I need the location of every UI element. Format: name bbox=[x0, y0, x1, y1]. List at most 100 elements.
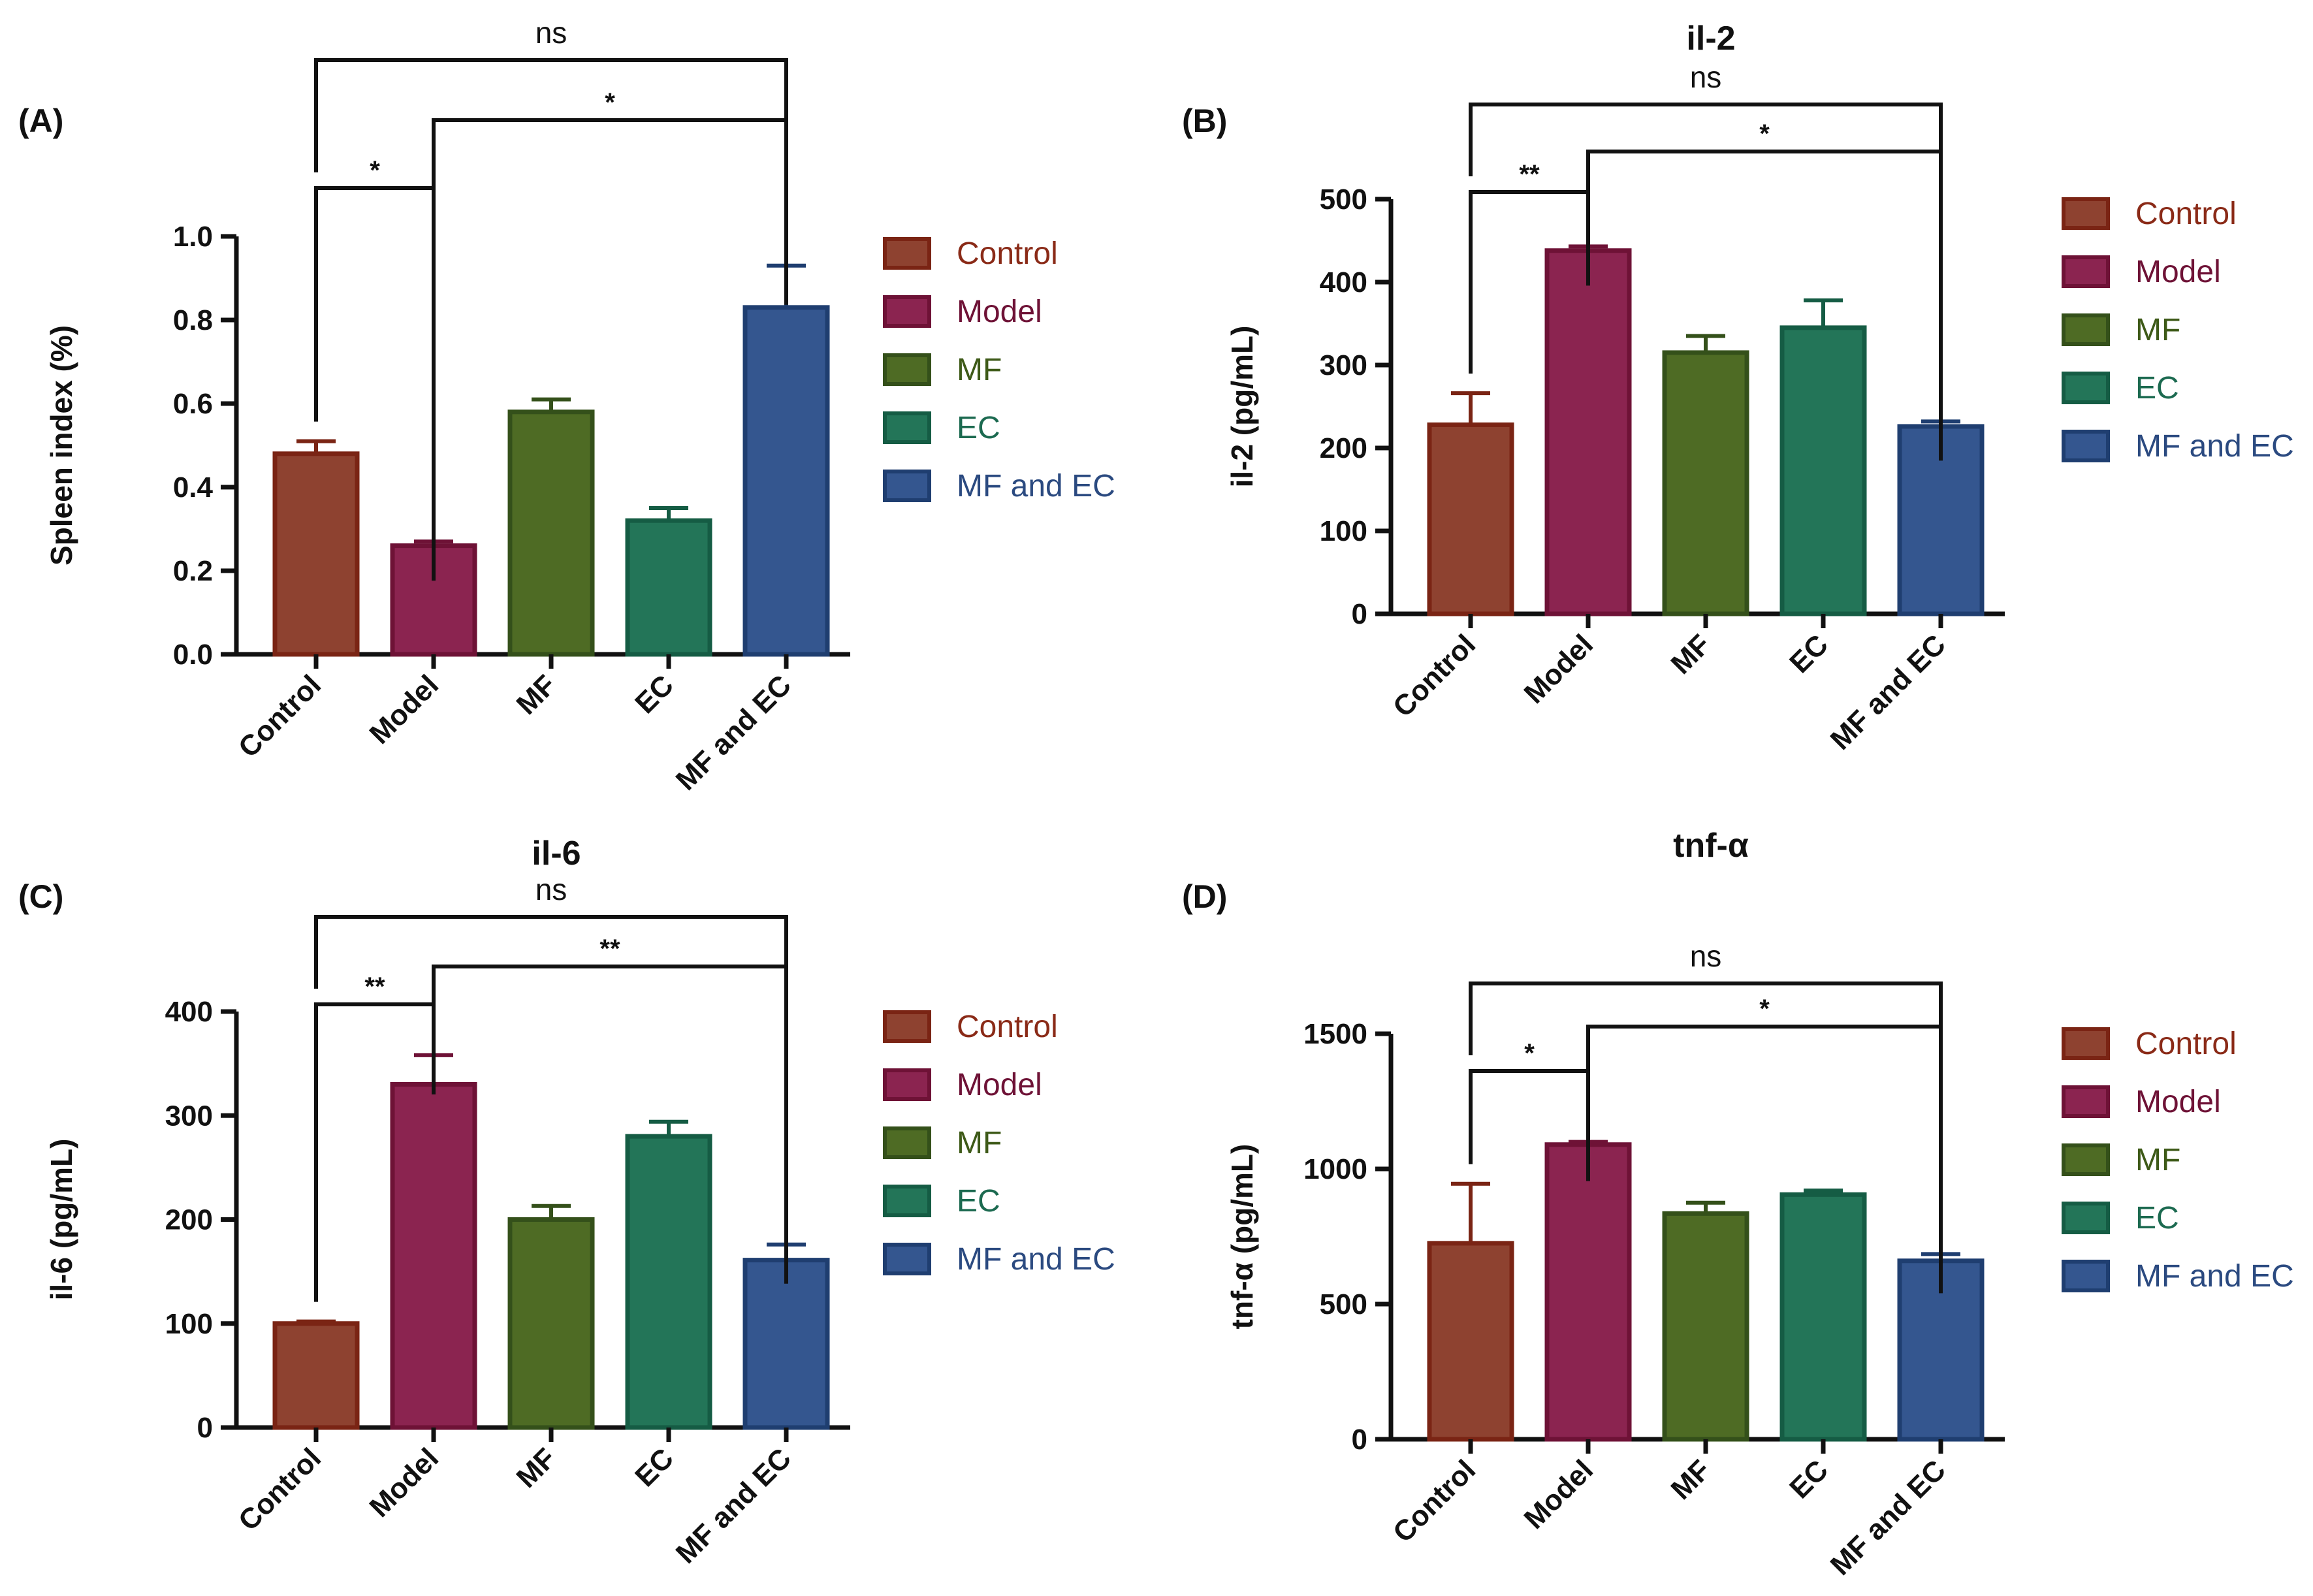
legend-item-control: Control bbox=[883, 236, 1058, 271]
significance-bracket-control-vs-model: * bbox=[1469, 1039, 1590, 1181]
y-axis-label: il-6 (pg/mL) bbox=[44, 1139, 78, 1301]
legend-item-mf-and-ec: MF and EC bbox=[883, 1242, 1115, 1277]
bracket-line bbox=[314, 1002, 436, 1302]
significance-bracket-model-vs-mf-and-ec: * bbox=[432, 88, 788, 305]
legend-item-mf-and-ec: MF and EC bbox=[2062, 1259, 2294, 1294]
bracket-line bbox=[1469, 103, 1943, 176]
legend-item-mf: MF bbox=[883, 1126, 1002, 1160]
significance-label: * bbox=[1759, 995, 1770, 1023]
legend-swatch-control bbox=[883, 237, 931, 270]
legend-label-mf-and-ec: MF and EC bbox=[2135, 1259, 2294, 1294]
significance-label: ** bbox=[1519, 160, 1540, 189]
y-tick-label: 0.6 bbox=[173, 388, 213, 420]
legend-swatch-mf bbox=[2062, 1143, 2110, 1176]
bracket-line bbox=[314, 58, 788, 172]
significance-label: * bbox=[1759, 120, 1770, 148]
bar-model bbox=[1544, 1142, 1632, 1442]
y-tick-label: 0.8 bbox=[173, 304, 213, 336]
bar-model bbox=[1544, 248, 1632, 616]
significance-bracket-control-vs-mf-and-ec: ns bbox=[314, 16, 788, 172]
significance-label: ** bbox=[599, 934, 620, 963]
legend-item-ec: EC bbox=[2062, 371, 2179, 406]
legend-label-mf-and-ec: MF and EC bbox=[957, 469, 1115, 503]
legend: Control Model MF EC MF and EC bbox=[2062, 1027, 2294, 1294]
legend-label-ec: EC bbox=[2135, 371, 2179, 406]
legend-swatch-mf-and-ec bbox=[883, 1243, 931, 1275]
bar-control bbox=[1427, 422, 1514, 616]
chart-title: il-6 bbox=[532, 835, 581, 872]
legend-label-control: Control bbox=[2135, 197, 2237, 231]
bar-ec bbox=[625, 1134, 712, 1430]
chart-title: tnf-α bbox=[1673, 827, 1749, 865]
significance-label: ns bbox=[1690, 939, 1722, 973]
legend-swatch-mf bbox=[2062, 313, 2110, 346]
panel-label: (A) bbox=[18, 103, 63, 139]
y-tick-label: 0 bbox=[197, 1412, 213, 1444]
bracket-line bbox=[432, 118, 788, 305]
legend-item-ec: EC bbox=[883, 411, 1000, 445]
y-tick-label: 0 bbox=[1352, 1424, 1367, 1456]
legend-item-control: Control bbox=[2062, 197, 2237, 231]
significance-bracket-control-vs-model: ** bbox=[1469, 160, 1590, 374]
legend-item-mf: MF bbox=[883, 353, 1002, 387]
significance-label: ** bbox=[364, 972, 385, 1001]
legend-swatch-model bbox=[2062, 255, 2110, 288]
bar-control bbox=[272, 451, 360, 657]
y-tick-label: 500 bbox=[1320, 1288, 1367, 1320]
legend-swatch-model bbox=[2062, 1085, 2110, 1118]
bracket-line bbox=[1469, 982, 1943, 1055]
legend-item-model: Model bbox=[2062, 255, 2221, 289]
significance-label: * bbox=[370, 156, 380, 185]
y-tick-label: 200 bbox=[165, 1204, 213, 1236]
y-tick-label: 400 bbox=[1320, 266, 1367, 298]
legend-swatch-control bbox=[2062, 1027, 2110, 1060]
y-axis-label: il-2 (pg/mL) bbox=[1225, 326, 1259, 488]
y-tick-label: 100 bbox=[1320, 515, 1367, 547]
significance-bracket-model-vs-mf-and-ec: * bbox=[1586, 120, 1943, 461]
bar-mf bbox=[507, 1217, 595, 1430]
significance-bracket-control-vs-mf-and-ec: ns bbox=[1469, 939, 1943, 1055]
significance-label: ns bbox=[1690, 60, 1722, 94]
legend-item-mf-and-ec: MF and EC bbox=[883, 469, 1115, 503]
y-tick-label: 300 bbox=[165, 1100, 213, 1132]
legend-swatch-mf bbox=[883, 1126, 931, 1159]
significance-bracket-control-vs-mf-and-ec: ns bbox=[1469, 60, 1943, 176]
bar-mf-and-ec bbox=[742, 305, 830, 657]
legend-label-control: Control bbox=[957, 236, 1058, 271]
bar-mf bbox=[507, 409, 595, 657]
significance-label: * bbox=[605, 88, 615, 117]
legend-swatch-control bbox=[883, 1010, 931, 1043]
y-tick-label: 100 bbox=[165, 1308, 213, 1340]
legend-item-model: Model bbox=[2062, 1085, 2221, 1119]
y-tick-label: 0.4 bbox=[173, 471, 214, 503]
y-tick-label: 0 bbox=[1352, 598, 1367, 630]
significance-bracket-control-vs-mf-and-ec: ns bbox=[314, 872, 788, 989]
legend-label-model: Model bbox=[957, 295, 1042, 329]
legend-label-mf: MF bbox=[2135, 313, 2180, 347]
significance-bracket-control-vs-model: * bbox=[314, 156, 436, 581]
legend-item-ec: EC bbox=[2062, 1201, 2179, 1236]
legend-label-ec: EC bbox=[2135, 1201, 2179, 1236]
y-tick-label: 0.2 bbox=[173, 555, 213, 587]
y-tick-label: 500 bbox=[1320, 184, 1367, 215]
legend-label-mf: MF bbox=[957, 1126, 1002, 1160]
legend-label-mf-and-ec: MF and EC bbox=[2135, 429, 2294, 464]
legend-swatch-ec bbox=[2062, 372, 2110, 404]
y-axis-label: tnf-α (pg/mL) bbox=[1225, 1144, 1259, 1330]
bracket-line bbox=[1586, 150, 1943, 461]
legend-swatch-mf bbox=[883, 353, 931, 386]
bar-model bbox=[390, 1081, 477, 1430]
legend-swatch-mf-and-ec bbox=[2062, 1260, 2110, 1292]
legend-swatch-ec bbox=[2062, 1202, 2110, 1234]
legend-item-ec: EC bbox=[883, 1184, 1000, 1219]
legend-swatch-mf-and-ec bbox=[883, 470, 931, 502]
bracket-line bbox=[432, 965, 788, 1284]
bar-control bbox=[272, 1321, 360, 1430]
bracket-line bbox=[314, 915, 788, 989]
legend-label-mf-and-ec: MF and EC bbox=[957, 1242, 1115, 1277]
legend-swatch-model bbox=[883, 295, 931, 328]
bracket-line bbox=[1586, 1025, 1943, 1294]
bar-ec bbox=[1779, 325, 1867, 616]
legend-label-ec: EC bbox=[957, 411, 1000, 445]
